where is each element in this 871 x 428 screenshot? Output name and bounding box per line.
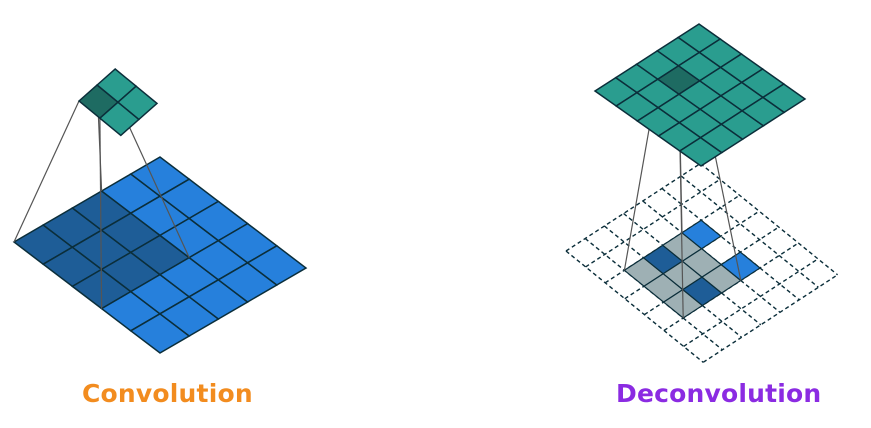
deconv-grid-line [661,187,800,301]
deconv-grid-line [623,212,762,326]
deconv-grid-line [584,237,723,351]
deconv-output-grid [593,23,807,167]
deconv-grid-line [642,200,781,313]
deconv-grid-line [683,258,819,347]
conv-input-cell [246,244,308,286]
deconvolution-caption: Deconvolution [616,379,822,408]
deconv-input-cell [720,251,762,282]
deconv-input-cell [680,219,722,250]
conv-output-cell [116,85,159,121]
deconv-grid-line [699,162,839,276]
deconv-grid-line [680,175,819,288]
deconv-grid-line [603,225,743,338]
conv-projection-line [13,100,80,243]
deconv-grid-line [702,274,838,363]
deconvolution-illustration [565,23,839,363]
convolution-illustration [12,68,308,354]
deconv-grid-line [565,162,701,252]
conv-projection-line [99,118,103,309]
convolution-caption: Convolution [82,379,253,408]
deconv-grid-line [585,178,721,268]
deconv-output-cell [761,83,807,114]
deconv-grid-line [565,250,704,363]
